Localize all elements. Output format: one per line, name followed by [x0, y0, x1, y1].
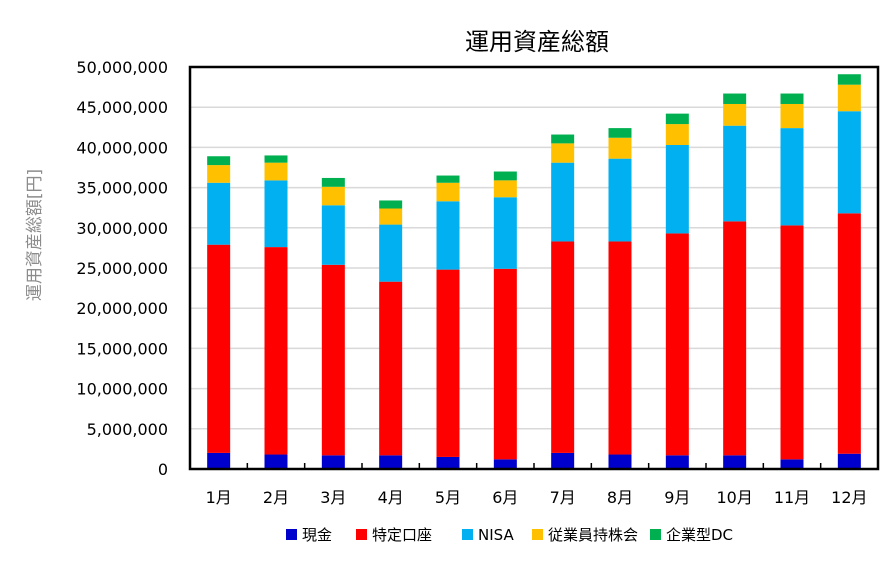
legend-swatch [462, 529, 473, 540]
legend-swatch [356, 529, 367, 540]
x-tick-label: 5月 [435, 488, 461, 507]
legend-label: 従業員持株会 [548, 526, 638, 544]
bar-segment-2 [264, 247, 288, 455]
bar-segment-4 [379, 208, 403, 225]
bar-segment-1 [207, 452, 231, 469]
bar-segment-5 [723, 93, 747, 104]
bar-segment-2 [608, 241, 632, 455]
x-tick-label: 6月 [492, 488, 518, 507]
bar-segment-2 [321, 264, 345, 456]
x-tick-label: 8月 [607, 488, 633, 507]
bar-segment-1 [723, 455, 747, 469]
y-tick-label: 20,000,000 [76, 299, 168, 318]
x-tick-label: 12月 [831, 488, 867, 507]
bar-segment-2 [723, 221, 747, 456]
bar-segment-1 [436, 456, 460, 469]
bar-segment-4 [608, 137, 632, 159]
bar-segment-1 [780, 459, 804, 469]
bar-segment-4 [551, 143, 575, 163]
bar-segment-2 [665, 233, 689, 456]
chart-title: 運用資産総額 [465, 28, 609, 56]
bar-segment-5 [264, 155, 288, 163]
bar-segment-1 [551, 452, 575, 469]
bar-segment-1 [379, 455, 403, 469]
bar-segment-4 [665, 124, 689, 145]
bar-segment-2 [837, 213, 861, 454]
bar-segment-5 [321, 177, 345, 187]
bar-segment-5 [780, 93, 804, 104]
legend-label: NISA [478, 526, 514, 544]
bar-segment-1 [321, 455, 345, 469]
bar-segment-3 [493, 197, 517, 269]
bar-segment-2 [436, 269, 460, 457]
bar-segment-5 [379, 200, 403, 209]
y-axis-title: 運用資産総額[円] [25, 169, 45, 301]
y-tick-label: 5,000,000 [87, 420, 168, 439]
bar-segment-5 [551, 134, 575, 144]
bar-segment-1 [493, 459, 517, 469]
bar-segment-5 [608, 128, 632, 138]
bar-segment-3 [379, 224, 403, 282]
bar-segment-4 [436, 182, 460, 202]
bar-segment-3 [264, 180, 288, 248]
bar-segment-4 [723, 103, 747, 126]
legend-label: 企業型DC [666, 526, 733, 544]
legend-swatch [650, 529, 661, 540]
bar-segment-5 [665, 113, 689, 125]
bar-segment-3 [436, 201, 460, 270]
bar-segment-4 [837, 84, 861, 112]
x-tick-label: 9月 [664, 488, 690, 507]
bar-segment-2 [780, 225, 804, 460]
y-tick-label: 25,000,000 [76, 259, 168, 278]
bar-segment-3 [723, 125, 747, 222]
bar-segment-3 [207, 182, 231, 245]
bar-segment-4 [264, 162, 288, 181]
legend-label: 現金 [302, 526, 332, 544]
bar-segment-4 [321, 186, 345, 206]
bar-segment-1 [837, 453, 861, 469]
y-tick-label: 0 [158, 460, 168, 479]
bar-segment-2 [551, 241, 575, 453]
bar-segment-3 [837, 111, 861, 214]
x-tick-label: 10月 [716, 488, 752, 507]
bar-segment-1 [665, 455, 689, 469]
y-tick-label: 10,000,000 [76, 380, 168, 399]
legend-swatch [532, 529, 543, 540]
bar-segment-3 [321, 205, 345, 265]
y-tick-label: 35,000,000 [76, 179, 168, 198]
y-tick-label: 15,000,000 [76, 339, 168, 358]
bar-segment-5 [436, 175, 460, 183]
bar-segment-1 [608, 454, 632, 469]
bar-segment-5 [837, 74, 861, 85]
bar-segment-1 [264, 454, 288, 469]
x-tick-label: 11月 [774, 488, 810, 507]
y-tick-label: 45,000,000 [76, 98, 168, 117]
bar-segment-5 [207, 156, 231, 166]
bar-segment-3 [780, 128, 804, 226]
bar-segment-3 [608, 158, 632, 242]
bar-segment-2 [207, 244, 231, 453]
x-tick-label: 3月 [320, 488, 346, 507]
x-tick-label: 7月 [550, 488, 576, 507]
x-tick-label: 1月 [206, 488, 232, 507]
x-tick-label: 4月 [378, 488, 404, 507]
x-tick-label: 2月 [263, 488, 289, 507]
bar-segment-4 [780, 103, 804, 129]
bar-segment-5 [493, 171, 517, 181]
bar-segment-4 [493, 180, 517, 198]
y-tick-label: 30,000,000 [76, 219, 168, 238]
bar-segment-3 [551, 162, 575, 242]
bar-segment-2 [379, 281, 403, 456]
y-tick-label: 50,000,000 [76, 58, 168, 77]
bar-segment-4 [207, 165, 231, 183]
y-tick-label: 40,000,000 [76, 138, 168, 157]
bar-segment-3 [665, 144, 689, 234]
legend-swatch [286, 529, 297, 540]
legend-label: 特定口座 [372, 526, 432, 544]
bar-segment-2 [493, 268, 517, 460]
